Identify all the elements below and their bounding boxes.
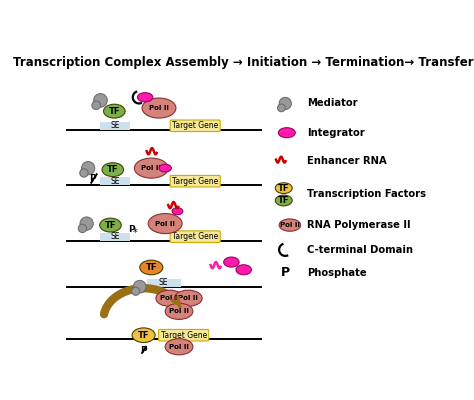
Ellipse shape <box>165 303 193 320</box>
Circle shape <box>133 280 146 293</box>
FancyBboxPatch shape <box>170 176 220 187</box>
Text: SE: SE <box>110 121 120 130</box>
Bar <box>100 233 130 240</box>
Text: *: * <box>133 228 137 238</box>
Text: Pol II: Pol II <box>169 308 189 314</box>
Text: SE: SE <box>110 232 120 241</box>
Ellipse shape <box>279 219 301 231</box>
Text: P: P <box>281 266 290 279</box>
Text: Pol II: Pol II <box>160 295 180 301</box>
Text: Pol II: Pol II <box>178 295 198 301</box>
Circle shape <box>132 287 140 295</box>
Circle shape <box>92 101 100 110</box>
Ellipse shape <box>159 164 171 172</box>
Text: Pol II: Pol II <box>141 165 161 171</box>
Circle shape <box>80 169 88 177</box>
FancyBboxPatch shape <box>159 330 209 341</box>
Text: Transcription Complex Assembly → Initiation → Termination→ Transfer: Transcription Complex Assembly → Initiat… <box>13 56 473 69</box>
Text: Phosphate: Phosphate <box>307 268 366 278</box>
Ellipse shape <box>224 257 239 267</box>
Text: P: P <box>128 225 135 234</box>
Text: Target Gene: Target Gene <box>172 177 219 186</box>
Bar <box>100 122 130 130</box>
Ellipse shape <box>142 98 176 118</box>
Text: SE: SE <box>110 177 120 186</box>
Circle shape <box>82 162 95 175</box>
Text: Pol II: Pol II <box>169 344 189 350</box>
Circle shape <box>94 94 107 107</box>
Text: TF: TF <box>138 331 149 340</box>
Text: TF: TF <box>278 196 290 205</box>
Text: Target Gene: Target Gene <box>161 331 207 340</box>
Text: RNA Polymerase II: RNA Polymerase II <box>307 220 410 230</box>
Ellipse shape <box>172 208 183 215</box>
FancyBboxPatch shape <box>170 231 220 242</box>
Ellipse shape <box>103 104 125 118</box>
Ellipse shape <box>134 158 168 178</box>
Text: Pol II: Pol II <box>149 105 169 111</box>
Text: Mediator: Mediator <box>307 98 357 108</box>
Text: Transcription Factors: Transcription Factors <box>307 189 426 199</box>
Circle shape <box>277 104 285 112</box>
Text: Target Gene: Target Gene <box>172 232 219 241</box>
Text: Pol II: Pol II <box>155 220 175 226</box>
Ellipse shape <box>132 328 155 342</box>
Text: Pol II: Pol II <box>280 222 300 228</box>
Text: TF: TF <box>278 184 290 193</box>
Text: SE: SE <box>159 278 168 287</box>
Ellipse shape <box>275 183 292 194</box>
Ellipse shape <box>174 290 202 306</box>
Text: Target Gene: Target Gene <box>172 121 219 130</box>
Bar <box>146 279 181 287</box>
Ellipse shape <box>156 290 183 306</box>
Text: Integrator: Integrator <box>307 128 365 138</box>
Ellipse shape <box>165 339 193 355</box>
Ellipse shape <box>148 214 182 234</box>
Ellipse shape <box>100 218 121 232</box>
FancyBboxPatch shape <box>170 120 220 132</box>
Text: P: P <box>140 346 147 355</box>
Bar <box>100 177 130 185</box>
Text: P: P <box>90 174 96 183</box>
Text: C-terminal Domain: C-terminal Domain <box>307 245 413 255</box>
Ellipse shape <box>140 260 163 275</box>
Text: TF: TF <box>109 107 120 116</box>
Ellipse shape <box>278 128 295 138</box>
Ellipse shape <box>275 195 292 206</box>
Circle shape <box>80 217 93 230</box>
Ellipse shape <box>236 265 251 275</box>
Text: Enhancer RNA: Enhancer RNA <box>307 156 387 166</box>
Ellipse shape <box>137 93 153 102</box>
Ellipse shape <box>102 163 124 176</box>
Text: TF: TF <box>146 263 157 272</box>
Text: TF: TF <box>107 165 118 174</box>
Circle shape <box>279 97 292 110</box>
Circle shape <box>78 224 87 232</box>
Text: TF: TF <box>105 221 116 230</box>
